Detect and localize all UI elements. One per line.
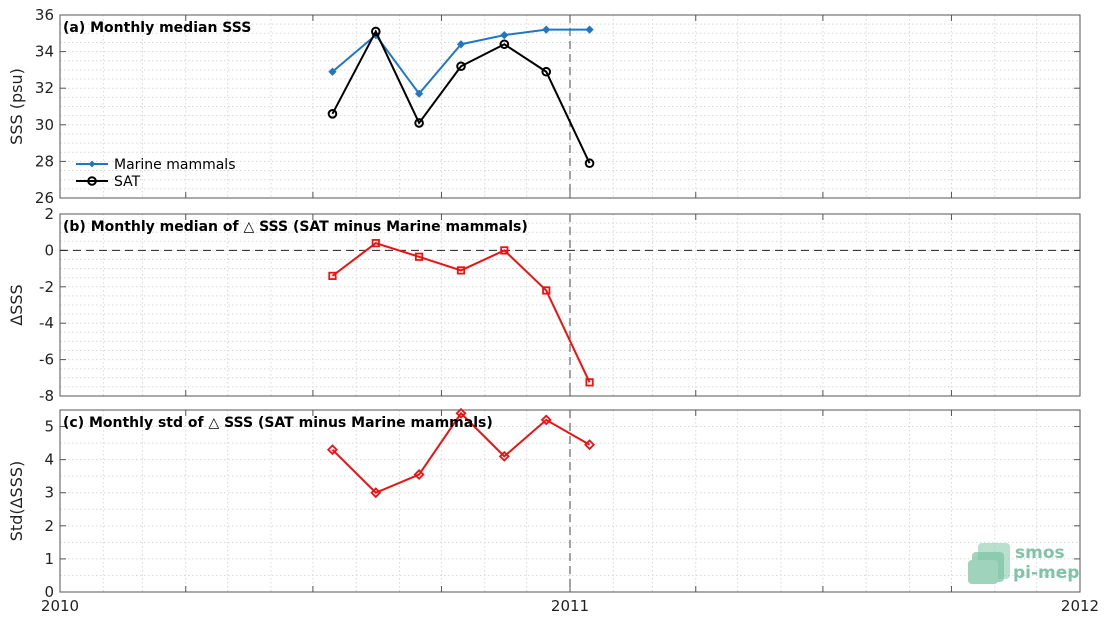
panel-title-std: (c) Monthly std of △ SSS (SAT minus Mari…: [63, 415, 493, 431]
data-point: [584, 439, 596, 451]
x-tick-label: 2011: [551, 597, 589, 615]
data-point: [414, 89, 424, 98]
y-tick-label: -8: [39, 387, 54, 405]
logo: smos pi-mep: [968, 543, 1079, 584]
y-tick-label: 0: [44, 241, 54, 259]
x-tick-label: 2012: [1061, 597, 1099, 615]
data-point: [456, 266, 466, 275]
data-point: [414, 118, 424, 128]
y-tick-label: 1: [44, 550, 54, 568]
panel-title-sss: (a) Monthly median SSS: [63, 20, 251, 36]
series-line: [331, 29, 591, 164]
panel-title-delta: (b) Monthly median of △ SSS (SAT minus M…: [63, 219, 528, 235]
data-point: [499, 39, 510, 50]
data-point: [584, 158, 595, 169]
data-point: [327, 109, 338, 119]
data-point: [540, 414, 552, 426]
y-axis-label-sss: SSS (psu): [7, 68, 26, 145]
data-point: [498, 450, 510, 462]
y-axis-label-std: Std(ΔSSS): [7, 461, 26, 541]
y-tick-label: 32: [35, 79, 54, 97]
data-point: [370, 26, 381, 37]
data-point: [326, 444, 338, 456]
y-tick-label: 0: [44, 583, 54, 601]
gridlines-sss: [60, 14, 1080, 199]
logo-text-pimep: pi-mep: [1013, 563, 1079, 583]
series-line: [331, 242, 591, 383]
data-point: [455, 407, 467, 419]
y-tick-label: 34: [35, 43, 54, 61]
data-point: [541, 66, 552, 77]
data-point: [413, 469, 425, 481]
data-point: [328, 67, 337, 76]
series-line: [331, 411, 591, 494]
data-point: [456, 40, 466, 49]
data-point: [542, 25, 551, 34]
data-point: [370, 487, 382, 499]
y-tick-label: 2: [44, 517, 54, 535]
legend-label: Marine mammals: [114, 157, 236, 173]
data-point: [542, 286, 551, 295]
y-tick-label: 2: [44, 205, 54, 223]
legend-label: SAT: [114, 174, 141, 190]
data-point: [585, 378, 594, 387]
data-point: [371, 239, 380, 248]
data-point: [500, 246, 509, 255]
series-sss-2: [327, 26, 595, 169]
data-point: [585, 25, 594, 34]
y-tick-label: 28: [35, 152, 54, 170]
series-std-1: [326, 407, 596, 499]
y-tick-label: 4: [44, 451, 54, 469]
panel-delta: -8 -6 -4 -2 0 2 ΔSSS (b) Monthly median of △ SS…: [7, 205, 1081, 405]
logo-text-smos: smos: [1015, 543, 1065, 563]
series-delta-1: [328, 239, 594, 387]
data-point: [414, 252, 424, 261]
y-tick-label: -2: [39, 278, 54, 296]
y-tick-label: 26: [35, 189, 54, 207]
y-tick-label: -4: [39, 314, 54, 332]
panel-sss: 26 28 30 32 34 36 SSS (psu) (a) Monthly median …: [7, 6, 1081, 207]
panel-std: 0 1 2 3 4 5 2010 2011 2012 Std(ΔSSS) (c) Monthly s…: [7, 407, 1099, 615]
x-tick-label: 2010: [41, 597, 79, 615]
smos-pimep-logo-icon: [968, 543, 1010, 584]
data-point: [500, 31, 509, 40]
y-tick-label: 30: [35, 116, 54, 134]
y-tick-label: 3: [44, 484, 54, 502]
y-tick-label: 5: [44, 418, 54, 436]
legend-marker: [87, 176, 97, 186]
y-tick-label: -6: [39, 351, 54, 369]
y-tick-label: 36: [35, 6, 54, 24]
data-point: [456, 61, 466, 72]
legend-marker: [88, 160, 96, 168]
y-axis-label-delta: ΔSSS: [7, 284, 26, 325]
data-point: [328, 271, 337, 280]
